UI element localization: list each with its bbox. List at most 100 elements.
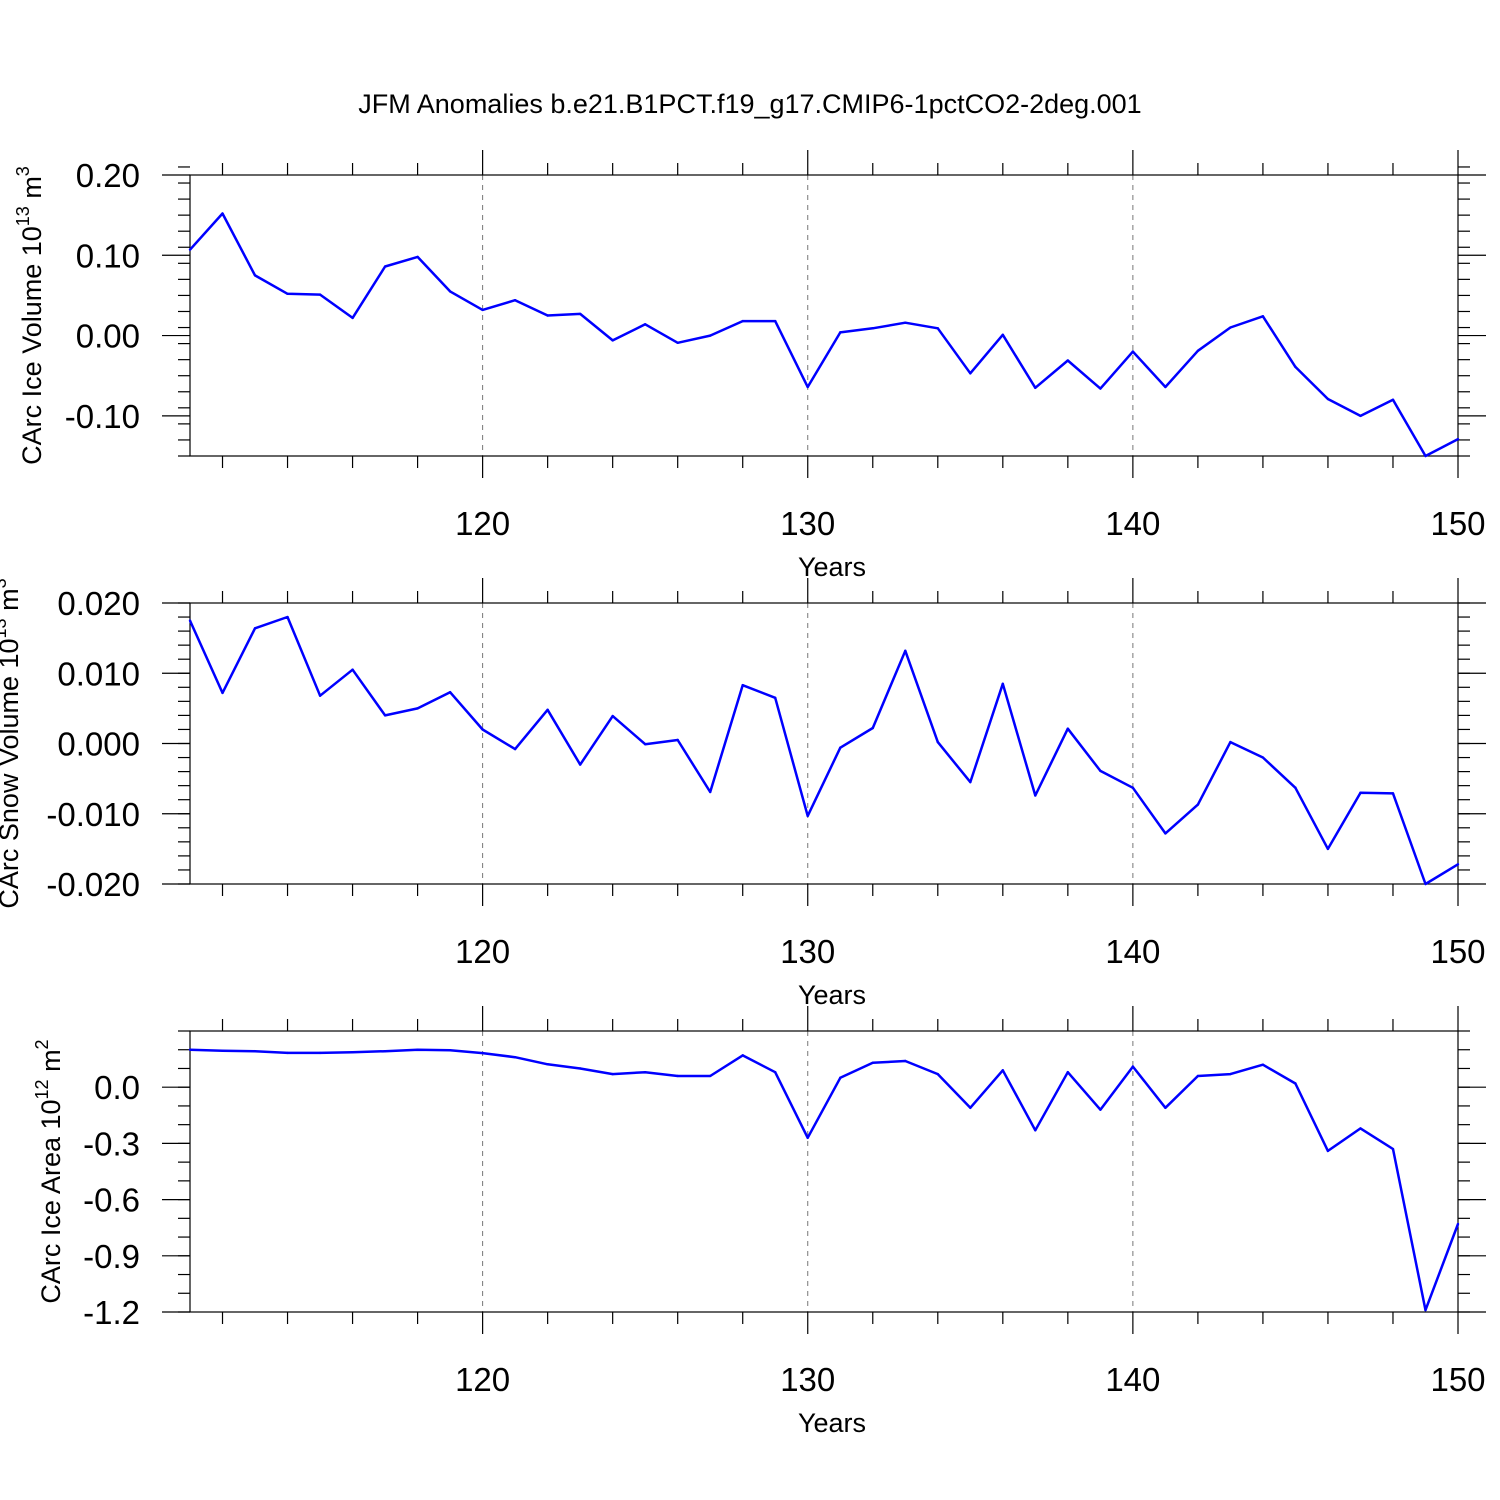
data-point bbox=[806, 1136, 809, 1139]
panel-3: 120 130 140 150 Years 0.0 -0.3 -0.6 -0.9 -1.2 CArc… bbox=[32, 1006, 1486, 1438]
chart-panels: 120 130 140 150 Years 0.20 0.10 0.00 -0.10 CArc I… bbox=[0, 150, 1486, 1438]
y-tick-label: -0.9 bbox=[83, 1238, 140, 1275]
data-point bbox=[1196, 803, 1200, 806]
data-point bbox=[643, 743, 647, 746]
y-axis-title: CArc Snow Volume 1013 m3 bbox=[0, 578, 24, 908]
data-point bbox=[1261, 315, 1265, 318]
x-tick-label: 120 bbox=[455, 933, 510, 970]
y-tick-label: -0.3 bbox=[83, 1125, 140, 1162]
y-tick-label: -1.2 bbox=[83, 1294, 140, 1331]
x-axis-title: Years bbox=[798, 1408, 866, 1438]
y-axis-title: CArc Ice Area 1012 m2 bbox=[32, 1039, 66, 1303]
data-point bbox=[806, 814, 809, 818]
data-point bbox=[969, 372, 972, 375]
data-point bbox=[1034, 386, 1037, 389]
y-tick-label: 0.00 bbox=[76, 318, 140, 355]
data-point bbox=[253, 274, 257, 277]
data-point bbox=[351, 1050, 354, 1054]
plot-frame bbox=[189, 174, 1459, 457]
data-point bbox=[318, 1051, 322, 1055]
data-point bbox=[1131, 786, 1135, 789]
data-point bbox=[1326, 847, 1330, 851]
data-point bbox=[513, 747, 517, 751]
data-point bbox=[351, 316, 354, 320]
data-point bbox=[1359, 414, 1362, 418]
data-point bbox=[1359, 791, 1362, 794]
y-axis-title: CArc Ice Volume 1013 m3 bbox=[13, 166, 47, 465]
data-point bbox=[871, 327, 874, 330]
data-point bbox=[904, 1059, 907, 1063]
data-point bbox=[1034, 794, 1037, 797]
data-point bbox=[1099, 1108, 1102, 1111]
data-point bbox=[1066, 727, 1070, 730]
data-point bbox=[546, 708, 549, 711]
data-point bbox=[1164, 832, 1167, 835]
data-point bbox=[1424, 882, 1427, 886]
data-point bbox=[936, 740, 939, 744]
data-point bbox=[1424, 454, 1427, 458]
data-point bbox=[1034, 1129, 1037, 1132]
x-tick-label: 130 bbox=[780, 505, 835, 542]
data-point bbox=[578, 763, 582, 766]
data-point bbox=[1359, 1127, 1362, 1130]
data-point bbox=[611, 1072, 614, 1076]
x-axis-title: Years bbox=[798, 980, 866, 1010]
data-point bbox=[351, 668, 354, 671]
y-tick-label: 0.10 bbox=[76, 237, 140, 274]
data-point bbox=[1326, 1149, 1330, 1153]
data-point bbox=[904, 321, 907, 324]
panel-1: 120 130 140 150 Years 0.20 0.10 0.00 -0.10 CArc I… bbox=[13, 150, 1486, 582]
data-point bbox=[448, 691, 452, 694]
x-tick-label: 130 bbox=[780, 1361, 835, 1398]
data-point bbox=[188, 619, 192, 622]
chart-title: JFM Anomalies b.e21.B1PCT.f19_g17.CMIP6-… bbox=[358, 89, 1141, 119]
y-tick-label: 0.020 bbox=[57, 585, 140, 622]
data-point bbox=[513, 1056, 517, 1059]
data-point bbox=[871, 1061, 874, 1065]
data-point bbox=[416, 255, 419, 259]
data-point bbox=[936, 1072, 939, 1076]
data-point bbox=[1391, 792, 1395, 795]
data-point bbox=[936, 327, 939, 330]
x-axis-title: Years bbox=[798, 552, 866, 582]
data-point bbox=[188, 1048, 192, 1051]
data-point bbox=[839, 331, 842, 334]
data-point bbox=[1456, 437, 1460, 441]
data-point bbox=[546, 1063, 549, 1066]
data-point bbox=[221, 691, 224, 695]
data-point bbox=[1131, 350, 1135, 353]
data-point bbox=[709, 1074, 712, 1078]
data-point bbox=[481, 308, 484, 312]
data-point bbox=[1196, 349, 1200, 353]
y-tick-label: 0.20 bbox=[76, 157, 140, 194]
data-point bbox=[383, 714, 387, 717]
data-point bbox=[1229, 1072, 1232, 1076]
x-tick-label: 140 bbox=[1105, 505, 1160, 542]
data-point bbox=[221, 1049, 224, 1052]
data-point bbox=[1456, 863, 1460, 866]
data-point bbox=[611, 714, 614, 718]
data-point bbox=[286, 1051, 289, 1055]
data-point bbox=[448, 290, 452, 293]
x-tick-label: 150 bbox=[1430, 933, 1485, 970]
data-point bbox=[1261, 756, 1265, 759]
y-tick-label: -0.020 bbox=[46, 866, 140, 903]
data-point bbox=[1099, 387, 1102, 390]
data-point bbox=[318, 694, 322, 697]
data-point bbox=[286, 292, 289, 296]
data-point bbox=[709, 790, 712, 794]
series-line bbox=[188, 615, 1459, 886]
data-point bbox=[806, 385, 809, 389]
data-point bbox=[741, 683, 744, 687]
data-point bbox=[1099, 769, 1102, 773]
data-point bbox=[1294, 365, 1297, 369]
data-point bbox=[774, 696, 777, 700]
x-tick-label: 150 bbox=[1430, 505, 1485, 542]
data-point bbox=[1196, 1074, 1200, 1078]
data-point bbox=[416, 1048, 419, 1051]
data-point bbox=[676, 738, 679, 742]
data-point bbox=[1229, 740, 1232, 744]
data-point bbox=[383, 265, 387, 268]
data-point bbox=[448, 1049, 452, 1052]
